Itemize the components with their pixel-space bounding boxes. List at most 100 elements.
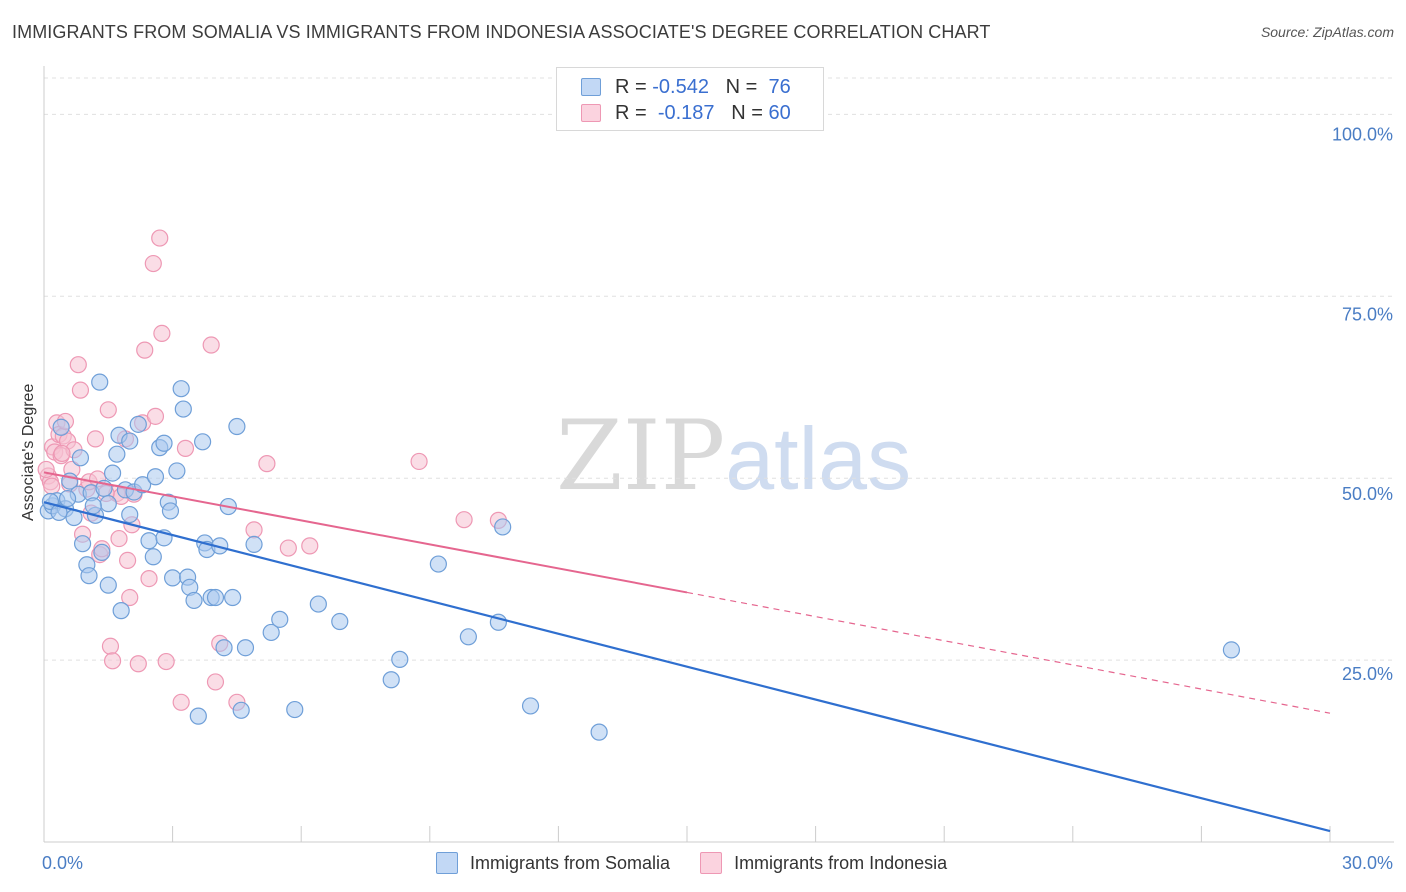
legend-r-value: -0.542 [652, 75, 709, 98]
series-label-somalia: Immigrants from Somalia [470, 852, 671, 873]
series-label-indonesia: Immigrants from Indonesia [734, 852, 948, 873]
indonesia-point [455, 511, 473, 529]
somalia-point [164, 569, 182, 587]
indonesia-point [151, 229, 169, 247]
somalia-point [382, 671, 400, 689]
series-legend-indonesia: Immigrants from Indonesia [700, 852, 947, 874]
indonesia-point [176, 439, 195, 457]
somalia-point [206, 588, 225, 607]
somalia-point [262, 623, 280, 642]
legend-n-label: N = [731, 101, 763, 124]
indonesia-point [146, 407, 165, 425]
indonesia-point [121, 588, 139, 607]
somalia-point [80, 567, 98, 585]
indonesia-point [144, 254, 162, 273]
somalia-point [224, 588, 242, 607]
watermark-zip: ZIP [556, 400, 726, 512]
indonesia-point [172, 693, 190, 711]
series-swatch-indonesia [700, 852, 723, 874]
indonesia-point [101, 637, 120, 655]
somalia-point [494, 518, 512, 536]
somalia-point [590, 723, 608, 741]
somalia-point [93, 543, 111, 562]
somalia-point [144, 548, 162, 566]
legend-swatch-indonesia [581, 104, 601, 122]
legend-n-label: N = [725, 75, 758, 98]
somalia-point [112, 602, 130, 620]
somalia-point [331, 612, 349, 631]
somalia-point [189, 707, 207, 725]
legend-r-label: R = [615, 101, 647, 124]
x-tick-label: 30.0% [1342, 853, 1393, 873]
indonesia-point [86, 430, 105, 448]
y-tick-label: 100.0% [1332, 124, 1393, 144]
somalia-point [215, 639, 233, 657]
somalia-point [174, 400, 192, 418]
somalia-point [245, 535, 263, 554]
somalia-point [1222, 641, 1241, 659]
somalia-trendline [43, 501, 1331, 833]
indonesia-point [245, 521, 263, 539]
legend-r-label: R = [615, 75, 647, 98]
somalia-point [429, 555, 447, 573]
somalia-point [232, 701, 250, 719]
watermark-atlas: atlas [725, 409, 912, 508]
somalia-point [91, 373, 109, 391]
series-swatch-somalia [436, 852, 458, 874]
correlation-legend: R = -0.542 N = 76 R = -0.187 N = 60 [556, 67, 824, 131]
indonesia-point [202, 336, 220, 354]
indonesia-point [410, 452, 428, 471]
somalia-point [52, 418, 70, 436]
somalia-point [168, 462, 186, 480]
legend-n-value: 76 [768, 75, 791, 98]
somalia-point [172, 380, 190, 398]
somalia-point [194, 433, 212, 451]
somalia-point [103, 464, 122, 482]
somalia-point [521, 697, 540, 715]
indonesia-point [118, 551, 137, 570]
indonesia-point [103, 652, 122, 670]
chart-title: IMMIGRANTS FROM SOMALIA VS IMMIGRANTS FR… [12, 22, 991, 42]
indonesia-point [301, 537, 319, 555]
somalia-point [161, 502, 180, 520]
indonesia-point [99, 401, 117, 419]
somalia-point [121, 505, 139, 524]
somalia-point [99, 495, 117, 513]
indonesia-point [206, 673, 225, 691]
somalia-point [236, 639, 255, 657]
somalia-point [133, 476, 152, 494]
indonesia-point [258, 455, 276, 473]
somalia-point [286, 700, 304, 719]
indonesia-point [153, 324, 171, 342]
indonesia-point [129, 655, 147, 673]
indonesia-point [53, 444, 71, 463]
legend-row-indonesia: R = -0.187 N = 60 [581, 102, 791, 124]
y-tick-label: 75.0% [1342, 304, 1393, 324]
indonesia-point [136, 341, 154, 359]
somalia-point [50, 503, 68, 521]
series-legend-somalia: Immigrants from Somalia [436, 852, 670, 874]
indonesia-point [140, 570, 158, 588]
somalia-point [228, 417, 246, 436]
somalia-point [146, 468, 165, 486]
somalia-point [121, 432, 139, 450]
indonesia-point [157, 652, 175, 671]
indonesia-point [110, 529, 128, 548]
legend-n-value: 60 [768, 101, 791, 124]
indonesia-point [71, 381, 90, 399]
indonesia-point [279, 539, 297, 557]
somalia-point [73, 535, 92, 553]
somalia-point [459, 628, 477, 646]
somalia-point [129, 415, 147, 433]
legend-swatch-somalia [581, 78, 601, 96]
source-credit: Source: ZipAtlas.com [1260, 24, 1394, 40]
x-tick-label: 0.0% [42, 853, 83, 873]
somalia-point [108, 445, 126, 463]
watermark: ZIPatlas [556, 400, 911, 512]
indonesia-point [69, 356, 87, 374]
legend-r-value: -0.187 [657, 101, 715, 124]
y-tick-label: 50.0% [1342, 484, 1393, 504]
somalia-point [71, 449, 90, 467]
somalia-point [155, 434, 173, 452]
